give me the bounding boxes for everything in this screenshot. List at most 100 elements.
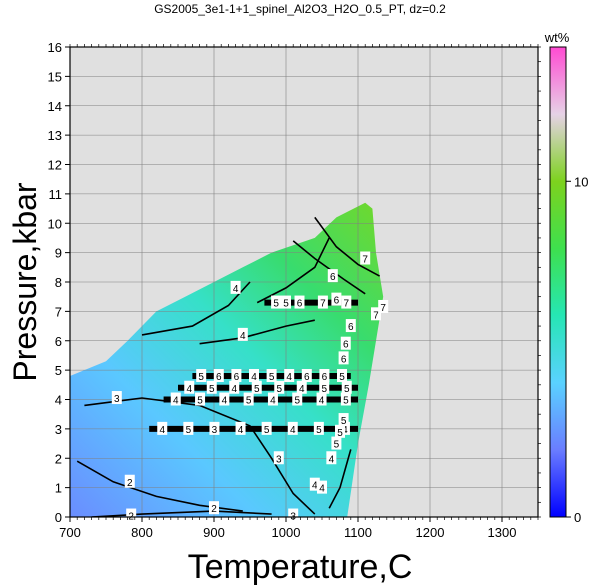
contour-label-19: 6 (338, 351, 349, 365)
band-1-label-8-bg (337, 369, 347, 382)
contour-label-8-text: 4 (312, 481, 318, 492)
contour-label-15-bg (331, 292, 342, 306)
band-2-label-3: 5 (251, 380, 262, 395)
stable-field (70, 202, 384, 517)
band-1-label-5-bg (284, 369, 295, 382)
y-tick-label-0: 0 (55, 510, 62, 525)
band-3-label-0: 4 (170, 392, 181, 407)
contour-label-12: 5 (331, 436, 342, 451)
contour-label-17: 6 (340, 336, 351, 351)
band-2-label-4: 5 (274, 380, 285, 395)
band-4-label-7-text: 4 (342, 425, 348, 436)
contour-line-7 (314, 216, 380, 277)
band-1-label-8: 5 (337, 369, 347, 383)
band-4-label-2-bg (209, 421, 220, 435)
colorbar: 0 10 (549, 46, 588, 525)
band-4-label-0-bg (157, 421, 168, 435)
band-3-label-1-text: 5 (197, 396, 203, 407)
band-1-label-4: 5 (266, 369, 277, 383)
contour-label-15-text: 6 (334, 296, 340, 307)
x-tick-label-4: 1100 (344, 525, 372, 540)
band-4-label-2: 3 (209, 421, 220, 436)
contour-label-11: 5 (281, 295, 291, 310)
contour-label-0-text: 2 (127, 478, 133, 489)
contour-label-2-bg (126, 508, 137, 522)
contour-label-8-bg (309, 477, 320, 491)
band-0-label-0: 5 (271, 295, 282, 310)
band-2-label-0-bg (184, 380, 195, 394)
band-2-label-3-text: 5 (254, 384, 260, 395)
band-1-label-8-text: 5 (339, 372, 345, 383)
band-1-label-0: 5 (196, 369, 207, 383)
band-4-label-0-text: 4 (159, 425, 165, 436)
y-tick-label-11: 11 (49, 187, 63, 202)
band-0-label-0-text: 5 (273, 299, 279, 310)
band-3-label-5-bg (292, 392, 303, 406)
x-axis-label: Temperature,C (188, 548, 413, 586)
contour-label-12-bg (331, 436, 342, 450)
contour-label-0-bg (124, 474, 135, 488)
contour-label-21-bg (371, 307, 381, 321)
band-1-label-4-bg (266, 369, 277, 382)
y-tick-label-9: 9 (55, 246, 62, 261)
band-3-label-3-text: 5 (246, 396, 252, 407)
contour-label-2: 2 (126, 508, 137, 523)
x-tick-label-1: 800 (131, 525, 153, 540)
contour-label-3-text: 3 (114, 394, 120, 405)
contour-label-9-text: 4 (319, 484, 325, 495)
band-1-label-7: 6 (319, 369, 330, 383)
contour-label-17-bg (340, 336, 351, 350)
contour-label-10-text: 4 (329, 454, 335, 465)
band-2-label-6-bg (319, 380, 330, 394)
band-2-label-1-bg (206, 380, 217, 394)
contour-label-11-text: 5 (283, 299, 289, 310)
y-tick-label-4: 4 (55, 393, 62, 408)
band-1-label-5-text: 4 (286, 372, 292, 383)
y-axis-label: Pressure,kbar (7, 182, 43, 382)
contour-line-0 (91, 510, 272, 517)
band-3-label-1: 5 (195, 392, 206, 407)
contour-label-11-bg (281, 295, 291, 309)
band-2-label-3-bg (251, 380, 262, 394)
band-2-label-1: 5 (206, 380, 217, 395)
contour-label-13-bg (335, 424, 345, 438)
x-tick-label-2: 900 (203, 525, 225, 540)
contour-label-19-text: 6 (341, 354, 347, 365)
contour-label-14: 5 (338, 413, 349, 427)
band-1-label-6-bg (301, 369, 312, 382)
contour-label-10: 4 (326, 451, 337, 465)
contour-label-10-bg (326, 451, 337, 465)
band-3-label-2: 4 (219, 392, 230, 407)
contour-label-20-bg (360, 251, 371, 265)
contour-label-7-bg (237, 327, 248, 341)
band-2-label-7: 5 (341, 380, 352, 395)
band-2-label-5-bg (296, 380, 307, 394)
band-1-label-3: 4 (249, 369, 259, 383)
contour-label-20-text: 7 (362, 255, 368, 266)
band-2-label-0-text: 4 (186, 384, 192, 395)
contour-label-5: 3 (273, 451, 284, 465)
contour-line-8 (328, 449, 352, 509)
y-tick-label-8: 8 (55, 275, 62, 290)
contour-label-6-bg (230, 280, 241, 294)
band-2-label-5-text: 4 (299, 384, 305, 395)
band-3-label-0-text: 4 (173, 396, 179, 407)
contour-label-0: 2 (124, 474, 135, 489)
contour-label-7: 4 (237, 327, 248, 342)
contour-label-17-text: 6 (343, 340, 349, 351)
band-4-label-0: 4 (157, 421, 168, 436)
band-2-label-1-text: 5 (209, 384, 215, 395)
band-4-label-3-bg (235, 421, 246, 435)
contour-label-3: 3 (111, 391, 122, 405)
contour-label-5-text: 3 (276, 454, 282, 465)
band-2-label-7-text: 5 (344, 384, 350, 395)
y-tick-label-7: 7 (55, 304, 62, 319)
band-2-label-7-bg (341, 380, 352, 394)
band-3-label-4-text: 4 (270, 396, 276, 407)
band-3-label-2-bg (219, 392, 230, 406)
contour-label-18-text: 6 (348, 322, 354, 333)
band-1-label-0-bg (196, 369, 207, 382)
contour-label-22-text: 7 (380, 303, 386, 314)
contour-label-22-bg (378, 299, 389, 313)
band-1-label-2-text: 6 (234, 372, 240, 383)
